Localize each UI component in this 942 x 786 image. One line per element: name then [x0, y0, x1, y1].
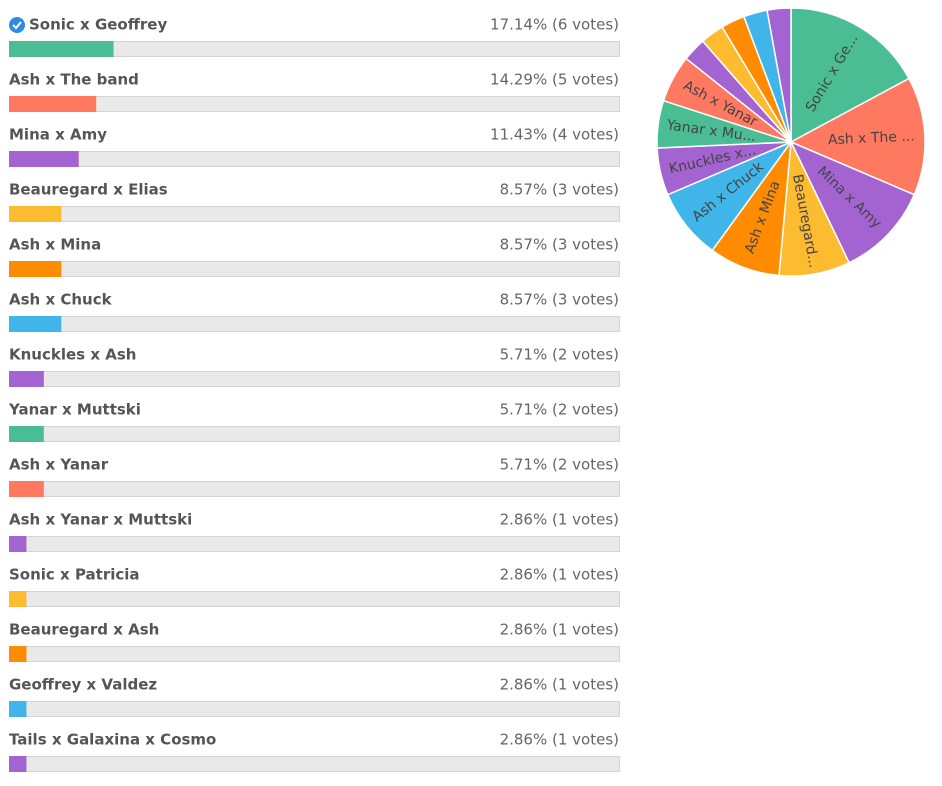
- option-name: Ash x Mina: [9, 236, 101, 254]
- option-name: Beauregard x Ash: [9, 621, 159, 639]
- option-result: 14.29% (5 votes): [490, 71, 619, 89]
- bar: [9, 316, 62, 332]
- bar-track: [9, 481, 620, 497]
- bar: [9, 41, 114, 57]
- option-result: 5.71% (2 votes): [500, 456, 619, 474]
- pie-slice: [766, 7, 792, 143]
- bar: [9, 536, 27, 552]
- bar: [9, 371, 44, 387]
- bar-track: [9, 261, 620, 277]
- bar-track: [9, 591, 620, 607]
- bar-track: [9, 371, 620, 387]
- bar: [9, 151, 79, 167]
- bar: [9, 481, 44, 497]
- option-result: 2.86% (1 votes): [500, 731, 619, 749]
- bar: [9, 756, 27, 772]
- bar: [9, 591, 27, 607]
- option-result: 2.86% (1 votes): [500, 511, 619, 529]
- option-result: 5.71% (2 votes): [500, 346, 619, 364]
- bar: [9, 261, 62, 277]
- option-name: Ash x Chuck: [9, 291, 113, 309]
- option-name: Beauregard x Elias: [9, 181, 168, 199]
- bar-track: [9, 426, 620, 442]
- bar-track: [9, 646, 620, 662]
- option-result: 2.86% (1 votes): [500, 676, 619, 694]
- option-result: 8.57% (3 votes): [500, 236, 619, 254]
- bar-track: [9, 316, 620, 332]
- option-result: 2.86% (1 votes): [500, 621, 619, 639]
- option-name: Ash x Yanar x Muttski: [9, 511, 192, 529]
- option-name: Yanar x Muttski: [8, 401, 141, 419]
- pie-slice: [789, 77, 926, 196]
- bar: [9, 206, 62, 222]
- bar-track: [9, 536, 620, 552]
- option-name: Sonic x Patricia: [9, 566, 140, 584]
- bar: [9, 701, 27, 717]
- option-result: 5.71% (2 votes): [500, 401, 619, 419]
- option-name: Tails x Galaxina x Cosmo: [9, 731, 216, 749]
- pie-slice: [790, 7, 911, 144]
- option-result: 8.57% (3 votes): [500, 291, 619, 309]
- option-name: Ash x The band: [9, 71, 139, 89]
- option-name: Sonic x Geoffrey: [29, 16, 167, 34]
- bar-track: [9, 151, 620, 167]
- pie-label: Ash x The ...: [828, 128, 915, 148]
- option-name: Knuckles x Ash: [9, 346, 136, 364]
- pie-slice: [789, 140, 916, 264]
- option-result: 11.43% (4 votes): [490, 126, 619, 144]
- option-result: 8.57% (3 votes): [500, 181, 619, 199]
- bar-track: [9, 96, 620, 112]
- option-result: 17.14% (6 votes): [490, 16, 619, 34]
- bar-track: [9, 756, 620, 772]
- bar-track: [9, 206, 620, 222]
- option-name: Geoffrey x Valdez: [9, 676, 157, 694]
- bar: [9, 426, 44, 442]
- option-result: 2.86% (1 votes): [500, 566, 619, 584]
- option-name: Ash x Yanar: [9, 456, 109, 474]
- option-name: Mina x Amy: [9, 126, 107, 144]
- selected-icon: [9, 17, 25, 33]
- bar: [9, 646, 27, 662]
- bar: [9, 96, 97, 112]
- bar-track: [9, 701, 620, 717]
